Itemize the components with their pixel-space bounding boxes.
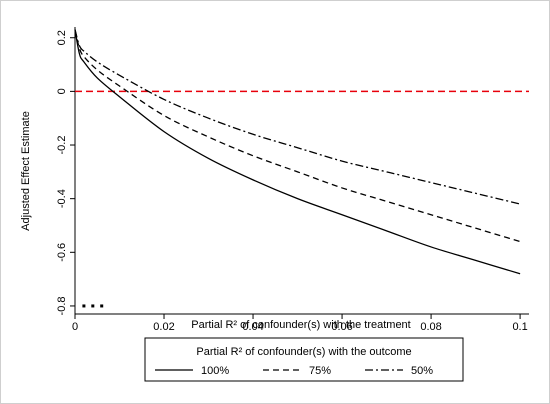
series-layer	[74, 29, 521, 275]
data-marker-point	[100, 304, 104, 308]
series-line-100pct	[74, 29, 521, 275]
x-tick-group: 0 0.02 0.04 0.06 0.08 0.1	[72, 314, 528, 333]
series-line-50pct	[74, 29, 521, 205]
y-tick-label: -0.8	[56, 296, 68, 315]
x-tick-label: 0.04	[242, 321, 263, 333]
y-tick-group: 0.2 0 -0.2 -0.4 -0.6 -0.8	[56, 30, 75, 315]
legend-box	[144, 337, 464, 382]
y-tick-label: 0.2	[56, 30, 68, 45]
legend-label-100pct: 100%	[201, 365, 229, 377]
y-tick-label: 0	[56, 88, 68, 94]
y-tick-label: -0.4	[56, 189, 68, 208]
x-tick-label: 0.02	[153, 321, 174, 333]
data-marker-point	[82, 304, 86, 308]
legend-title: Partial R² of confounder(s) with the out…	[196, 346, 411, 358]
data-marker-point	[91, 304, 95, 308]
x-tick-label: 0.1	[512, 321, 527, 333]
y-tick-label: -0.2	[56, 136, 68, 155]
legend-label-75pct: 75%	[309, 365, 331, 377]
y-tick-label: -0.6	[56, 243, 68, 262]
x-axis-label: Partial R² of confounder(s) with the tre…	[191, 319, 410, 331]
legend: Partial R² of confounder(s) with the out…	[144, 337, 464, 382]
y-axis-label: Adjusted Effect Estimate	[20, 111, 32, 231]
legend-items: 100% 75% 50%	[155, 365, 433, 377]
series-line-75pct	[74, 29, 521, 243]
x-tick-label: 0.06	[331, 321, 352, 333]
marker-layer	[82, 304, 104, 308]
legend-label-50pct: 50%	[411, 365, 433, 377]
x-tick-label: 0.08	[420, 321, 441, 333]
x-tick-label: 0	[72, 321, 78, 333]
